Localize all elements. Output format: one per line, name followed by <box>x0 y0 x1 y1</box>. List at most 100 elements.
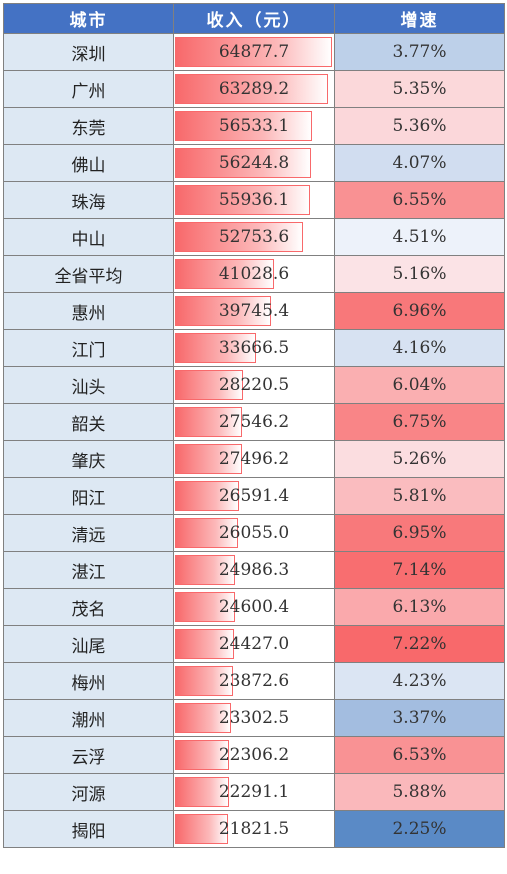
growth-cell[interactable]: 3.77% <box>334 33 505 71</box>
city-cell[interactable]: 中山 <box>3 218 174 256</box>
growth-cell[interactable]: 5.88% <box>334 773 505 811</box>
income-value: 64877.7 <box>218 42 290 62</box>
city-cell[interactable]: 韶关 <box>3 403 174 441</box>
city-cell[interactable]: 珠海 <box>3 181 174 219</box>
growth-cell[interactable]: 5.35% <box>334 70 505 108</box>
table-row: 茂名 24600.4 6.13% <box>3 588 505 626</box>
income-value: 22291.1 <box>218 782 290 802</box>
table-row: 惠州 39745.4 6.96% <box>3 292 505 330</box>
header-growth[interactable]: 增速 <box>334 3 505 34</box>
table-row: 东莞 56533.1 5.36% <box>3 107 505 145</box>
city-cell[interactable]: 河源 <box>3 773 174 811</box>
income-data-bar <box>175 296 271 326</box>
city-cell[interactable]: 潮州 <box>3 699 174 737</box>
header-city[interactable]: 城市 <box>3 3 174 34</box>
city-cell[interactable]: 汕尾 <box>3 625 174 663</box>
income-value: 33666.5 <box>218 338 290 358</box>
income-data-bar <box>175 740 229 770</box>
city-cell[interactable]: 肇庆 <box>3 440 174 478</box>
income-cell[interactable]: 26591.4 <box>173 477 335 515</box>
table-row: 揭阳 21821.5 2.25% <box>3 810 505 848</box>
growth-cell[interactable]: 5.36% <box>334 107 505 145</box>
table-row: 云浮 22306.2 6.53% <box>3 736 505 774</box>
income-data-bar <box>175 444 242 474</box>
income-data-bar <box>175 481 239 511</box>
city-cell[interactable]: 云浮 <box>3 736 174 774</box>
growth-cell[interactable]: 3.37% <box>334 699 505 737</box>
income-data-bar <box>175 518 238 548</box>
income-cell[interactable]: 23302.5 <box>173 699 335 737</box>
income-cell[interactable]: 55936.1 <box>173 181 335 219</box>
growth-cell[interactable]: 6.75% <box>334 403 505 441</box>
income-cell[interactable]: 39745.4 <box>173 292 335 330</box>
growth-cell[interactable]: 6.04% <box>334 366 505 404</box>
income-cell[interactable]: 28220.5 <box>173 366 335 404</box>
income-data-bar <box>175 555 235 585</box>
growth-cell[interactable]: 4.07% <box>334 144 505 182</box>
income-cell[interactable]: 21821.5 <box>173 810 335 848</box>
income-cell[interactable]: 22306.2 <box>173 736 335 774</box>
income-cell[interactable]: 56533.1 <box>173 107 335 145</box>
income-value: 56244.8 <box>218 153 290 173</box>
growth-cell[interactable]: 4.16% <box>334 329 505 367</box>
income-data-bar <box>175 259 274 289</box>
growth-cell[interactable]: 6.13% <box>334 588 505 626</box>
income-cell[interactable]: 64877.7 <box>173 33 335 71</box>
income-data-bar <box>175 148 311 178</box>
income-cell[interactable]: 23872.6 <box>173 662 335 700</box>
header-income[interactable]: 收入（元） <box>173 3 335 34</box>
growth-cell[interactable]: 6.95% <box>334 514 505 552</box>
income-cell[interactable]: 24986.3 <box>173 551 335 589</box>
growth-cell[interactable]: 7.22% <box>334 625 505 663</box>
city-cell[interactable]: 茂名 <box>3 588 174 626</box>
city-cell[interactable]: 阳江 <box>3 477 174 515</box>
income-data-bar <box>175 629 234 659</box>
city-cell[interactable]: 揭阳 <box>3 810 174 848</box>
income-value: 24600.4 <box>218 597 290 617</box>
income-cell[interactable]: 27546.2 <box>173 403 335 441</box>
income-data-bar <box>175 592 235 622</box>
growth-cell[interactable]: 6.53% <box>334 736 505 774</box>
growth-cell[interactable]: 5.16% <box>334 255 505 293</box>
income-cell[interactable]: 52753.6 <box>173 218 335 256</box>
growth-cell[interactable]: 5.81% <box>334 477 505 515</box>
income-cell[interactable]: 24427.0 <box>173 625 335 663</box>
growth-cell[interactable]: 4.23% <box>334 662 505 700</box>
table-row: 汕尾 24427.0 7.22% <box>3 625 505 663</box>
income-cell[interactable]: 63289.2 <box>173 70 335 108</box>
table-row: 湛江 24986.3 7.14% <box>3 551 505 589</box>
income-cell[interactable]: 26055.0 <box>173 514 335 552</box>
income-value: 63289.2 <box>218 79 290 99</box>
city-cell[interactable]: 全省平均 <box>3 255 174 293</box>
city-cell[interactable]: 惠州 <box>3 292 174 330</box>
city-cell[interactable]: 湛江 <box>3 551 174 589</box>
city-cell[interactable]: 清远 <box>3 514 174 552</box>
growth-cell[interactable]: 6.55% <box>334 181 505 219</box>
income-cell[interactable]: 41028.6 <box>173 255 335 293</box>
growth-cell[interactable]: 2.25% <box>334 810 505 848</box>
income-data-bar <box>175 333 256 363</box>
income-cell[interactable]: 22291.1 <box>173 773 335 811</box>
income-cell[interactable]: 24600.4 <box>173 588 335 626</box>
city-cell[interactable]: 广州 <box>3 70 174 108</box>
table-row: 佛山 56244.8 4.07% <box>3 144 505 182</box>
income-value: 22306.2 <box>218 745 290 765</box>
table-row: 清远 26055.0 6.95% <box>3 514 505 552</box>
income-data-bar <box>175 222 303 252</box>
city-cell[interactable]: 东莞 <box>3 107 174 145</box>
income-value: 56533.1 <box>218 116 290 136</box>
growth-cell[interactable]: 4.51% <box>334 218 505 256</box>
income-growth-table: 城市 收入（元） 增速 深圳 64877.7 3.77% 广州 63289.2 5.35%… <box>3 3 505 848</box>
city-cell[interactable]: 佛山 <box>3 144 174 182</box>
city-cell[interactable]: 江门 <box>3 329 174 367</box>
growth-cell[interactable]: 7.14% <box>334 551 505 589</box>
city-cell[interactable]: 梅州 <box>3 662 174 700</box>
city-cell[interactable]: 深圳 <box>3 33 174 71</box>
income-cell[interactable]: 27496.2 <box>173 440 335 478</box>
income-cell[interactable]: 33666.5 <box>173 329 335 367</box>
city-cell[interactable]: 汕头 <box>3 366 174 404</box>
growth-cell[interactable]: 5.26% <box>334 440 505 478</box>
income-cell[interactable]: 56244.8 <box>173 144 335 182</box>
growth-cell[interactable]: 6.96% <box>334 292 505 330</box>
